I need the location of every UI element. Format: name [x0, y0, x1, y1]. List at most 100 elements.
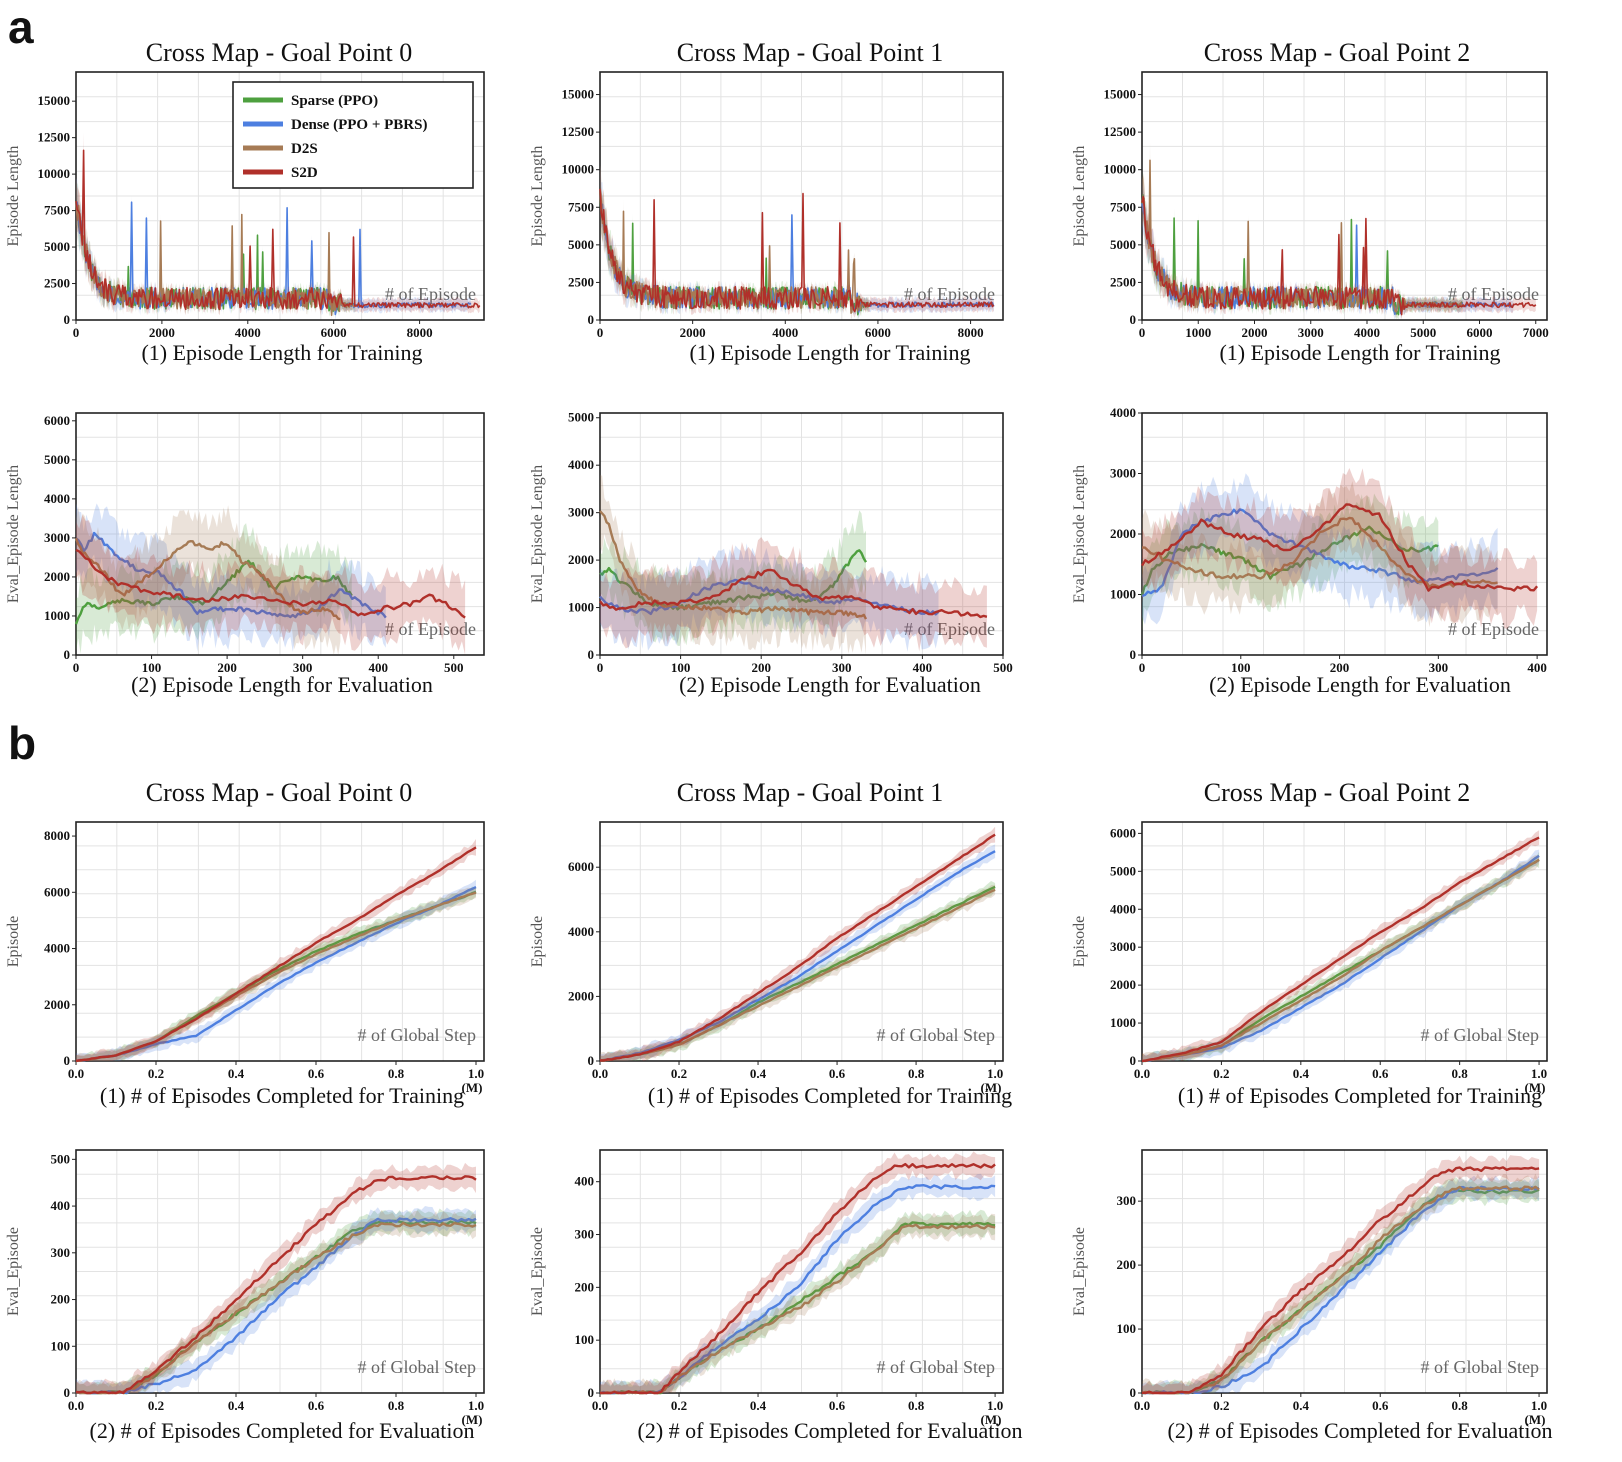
x-tick-label: 1.0	[468, 1398, 484, 1413]
chart-a-2-0: 0 1000 2000 3000 4000 5000 6000 0 100 200 300 400 50…	[5, 412, 485, 675]
chart-a-1-1: 0 2500 5000 7500 10000 12500 15000 0 2000 4000 600…	[529, 71, 1004, 340]
series-sparse-ppo--line	[1140, 525, 1439, 597]
plot-frame	[1141, 1149, 1548, 1394]
series-s2d-line	[1141, 195, 1537, 316]
x-tick-label: 1.0	[1531, 1398, 1547, 1413]
series-s2d-line	[600, 1162, 996, 1395]
x-tick-label: 0.4	[750, 1066, 767, 1081]
x-tick-label: 300	[832, 660, 852, 675]
y-tick-label: 1000	[1110, 587, 1136, 602]
series-dense-ppo-pbrs--band	[76, 503, 386, 652]
y-tick-label: 0	[64, 1053, 71, 1068]
y-tick-label: 15000	[38, 93, 71, 108]
plot-frame	[75, 1149, 485, 1394]
y-tick-label: 3000	[1110, 939, 1136, 954]
x-tick-label: 5000	[1410, 325, 1436, 340]
series-d2s-band	[1142, 142, 1463, 319]
legend-label-dense: Dense (PPO + PBRS)	[291, 117, 427, 133]
x-tick-label: 0.8	[908, 1066, 925, 1081]
x-tick-label: 500	[993, 660, 1013, 675]
title-b-goal-0: Cross Map - Goal Point 0	[145, 778, 413, 807]
y-tick-label: 12500	[1104, 124, 1137, 139]
x-axis-watermark-label: # of Global Step	[877, 1357, 996, 1377]
x-tick-label: 6000	[1467, 325, 1493, 340]
y-tick-label: 15000	[1104, 87, 1137, 102]
x-tick-label: 0.2	[148, 1066, 164, 1081]
x-tick-label: 0.8	[388, 1398, 405, 1413]
series-d2s-band	[76, 178, 356, 320]
legend-label-s2d: S2D	[291, 165, 318, 181]
y-tick-label: 200	[51, 1292, 71, 1307]
y-tick-label: 5000	[1110, 237, 1136, 252]
y-tick-label: 2000	[44, 569, 70, 584]
series-dense-ppo-pbrs--band	[600, 1173, 996, 1393]
series-sparse-ppo--band	[76, 523, 352, 654]
caption-a-2-2: (2) Episode Length for Evaluation	[1209, 672, 1511, 697]
x-tick-label: 0.6	[1372, 1066, 1389, 1081]
x-tick-label: 2000	[1242, 325, 1268, 340]
x-tick-label: 0.6	[308, 1398, 325, 1413]
y-tick-label: 4000	[568, 924, 594, 939]
plot-frame	[75, 71, 485, 321]
series-s2d-line	[600, 833, 996, 1062]
x-tick-label: 400	[368, 660, 388, 675]
y-tick-label: 4000	[1110, 901, 1136, 916]
series-dense-ppo-pbrs--line	[75, 886, 477, 1063]
series-d2s-band	[76, 1209, 476, 1393]
legend-label-d2s: D2S	[291, 141, 318, 157]
x-tick-label: 1.0	[987, 1398, 1003, 1413]
x-tick-label: 1.0	[1531, 1066, 1547, 1081]
series-dense-ppo-pbrs--band	[1142, 1175, 1540, 1393]
y-tick-label: 0	[64, 1385, 71, 1400]
y-tick-label: 2000	[44, 997, 70, 1012]
y-tick-label: 400	[575, 1174, 595, 1189]
x-tick-label: 0.0	[592, 1398, 608, 1413]
y-tick-label: 12500	[562, 124, 595, 139]
x-axis-watermark-label: # of Global Step	[358, 1025, 477, 1045]
caption-a-1-1: (1) Episode Length for Training	[689, 340, 970, 365]
series-dense-ppo-pbrs--band	[600, 543, 939, 652]
series-s2d-band	[76, 514, 466, 655]
series-s2d-line	[599, 188, 995, 313]
x-tick-label: 300	[293, 660, 313, 675]
y-axis-label: Eval_Episode Length	[529, 465, 546, 603]
y-tick-label: 500	[51, 1151, 71, 1166]
x-tick-label: 0.8	[1452, 1066, 1469, 1081]
series-sparse-ppo--band	[1142, 1177, 1540, 1393]
series-d2s-line	[599, 888, 996, 1062]
series-s2d-line	[75, 1175, 477, 1395]
x-tick-label: 200	[1330, 660, 1350, 675]
y-tick-label: 0	[64, 647, 71, 662]
x-tick-label: 0.6	[829, 1398, 846, 1413]
title-a-goal-2: Cross Map - Goal Point 2	[1203, 38, 1471, 67]
y-tick-label: 4000	[1110, 405, 1136, 420]
x-tick-label: 0.2	[1213, 1398, 1229, 1413]
series-d2s-band	[76, 505, 341, 655]
y-tick-label: 3000	[568, 505, 594, 520]
x-tick-label: 0.0	[592, 1066, 608, 1081]
y-tick-label: 6000	[44, 884, 70, 899]
y-tick-label: 0	[1130, 312, 1137, 327]
y-axis-label: Eval_Episode	[529, 1227, 546, 1316]
series-s2d-line	[1141, 836, 1540, 1063]
y-tick-label: 0	[588, 1053, 595, 1068]
series-d2s-line	[1141, 159, 1464, 314]
x-axis-watermark-label: # of Global Step	[1421, 1357, 1540, 1377]
x-tick-label: 0.6	[1372, 1398, 1389, 1413]
x-axis-watermark-label: # of Episode	[385, 284, 476, 304]
y-axis-label: Episode Length	[5, 146, 22, 247]
y-tick-label: 4000	[44, 941, 70, 956]
panel-label-b: b	[8, 717, 37, 769]
y-tick-label: 100	[1117, 1321, 1137, 1336]
series-d2s-band	[1142, 481, 1498, 628]
plot-frame	[1141, 71, 1548, 321]
series-d2s-band	[600, 1212, 996, 1393]
chart-a-1-2: 0 2500 5000 7500 10000 12500 15000 0 1000 2000 300…	[1071, 71, 1549, 340]
chart-a-2-2: 0 1000 2000 3000 4000 0 100 200 300 400 Eval_Episo…	[1071, 405, 1548, 675]
series-dense-ppo-pbrs--band	[1142, 473, 1498, 625]
plot-frame	[75, 412, 485, 656]
y-tick-label: 3000	[1110, 466, 1136, 481]
y-tick-label: 200	[1117, 1257, 1137, 1272]
x-tick-label: 0.8	[1452, 1398, 1469, 1413]
x-unit-label: (M)	[462, 1080, 483, 1095]
